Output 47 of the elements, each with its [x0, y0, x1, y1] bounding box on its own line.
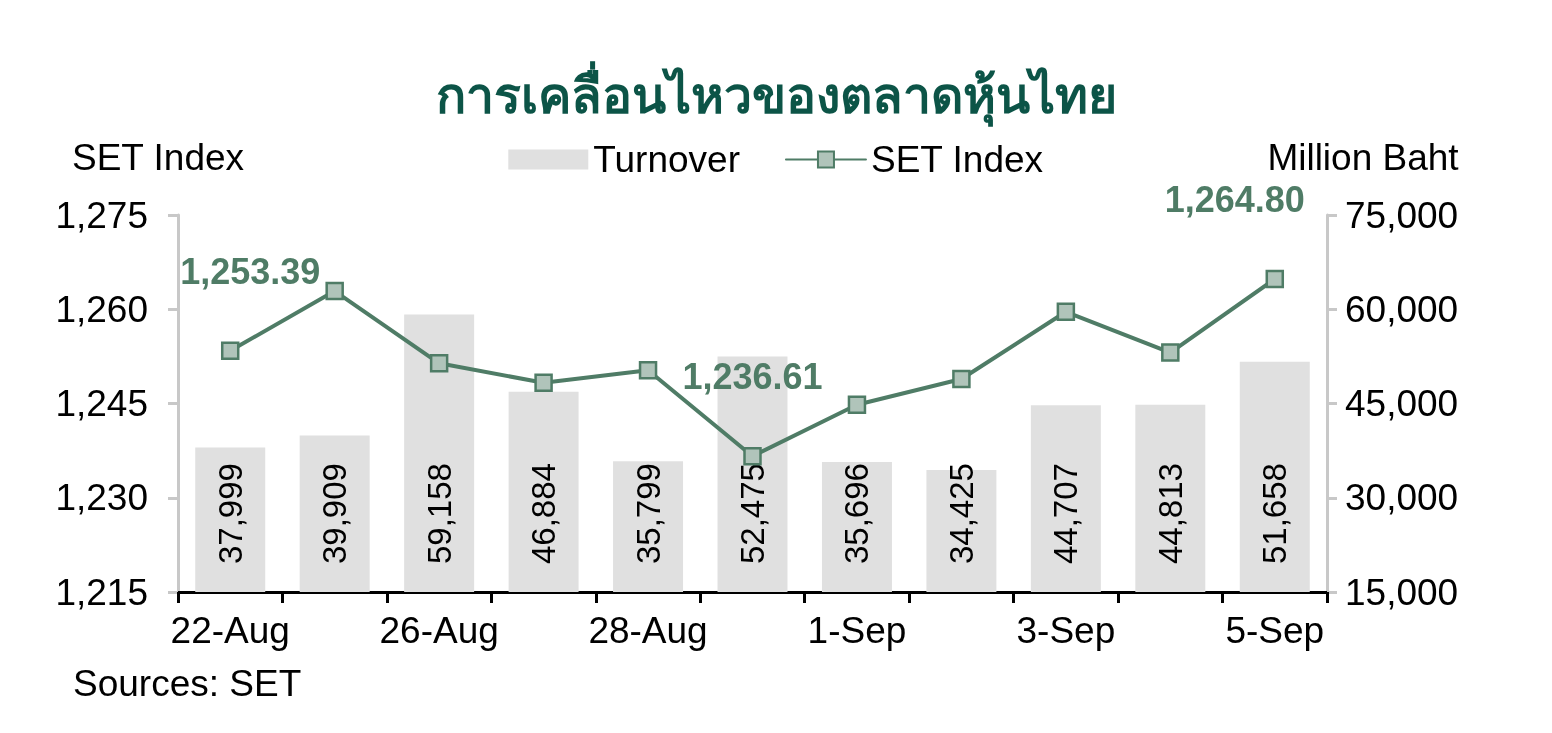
x-tick-label: 1-Sep [807, 610, 907, 651]
y-tick-label: 1,275 [55, 194, 148, 236]
y-tick-label: 1,230 [55, 477, 148, 519]
y-tick-label: 1,260 [55, 288, 148, 330]
data-label: 52,475 [734, 463, 771, 564]
point [429, 354, 449, 373]
data-label: 46,884 [525, 463, 563, 564]
y2-tick-label: 30,000 [1345, 477, 1459, 519]
y2-axis-title: Million Baht [1267, 136, 1460, 178]
data-label: 35,799 [629, 463, 667, 564]
x-tick-label: 22-Aug [170, 610, 290, 651]
y2-tick-label: 60,000 [1345, 288, 1459, 330]
data-label: 1,253.39 [180, 251, 321, 293]
point [1161, 343, 1180, 362]
point [1056, 302, 1076, 322]
source-note: Sources: SET [73, 663, 302, 704]
data-label: 39,909 [316, 463, 354, 564]
point [638, 360, 658, 380]
y-tick-label: 1,215 [55, 571, 148, 613]
y2-tick-label: 15,000 [1345, 571, 1459, 613]
x-tick-label: 5-Sep [1225, 610, 1325, 651]
data-label: 1,264.80 [1164, 179, 1305, 221]
point [952, 369, 971, 389]
point [534, 373, 553, 393]
legend-label: Turnover [593, 139, 740, 180]
data-label: 51,658 [1256, 463, 1294, 564]
data-label: 37,999 [211, 463, 249, 564]
data-label: 44,707 [1047, 463, 1085, 564]
chart-title: การเคลื่อนไหวของตลาดหุ้นไทย [435, 61, 1117, 127]
x-tick-label: 26-Aug [379, 610, 499, 651]
point [1265, 269, 1285, 289]
data-label: 35,696 [838, 463, 876, 564]
data-label: 34,425 [942, 463, 980, 564]
data-label: 1,236.61 [682, 356, 823, 398]
y2-tick-label: 45,000 [1345, 383, 1459, 424]
x-tick-label: 28-Aug [588, 610, 708, 651]
point [325, 281, 344, 301]
data-label: 44,813 [1151, 463, 1189, 564]
x-tick-label: 3-Sep [1016, 610, 1116, 651]
point [847, 395, 867, 415]
y2-tick-label: 75,000 [1345, 194, 1459, 236]
legend-label: SET Index [870, 139, 1044, 180]
point [743, 446, 762, 466]
y-axis-title: SET Index [71, 136, 245, 178]
data-label: 59,158 [420, 463, 458, 564]
y-tick-label: 1,245 [55, 383, 148, 424]
point [220, 341, 240, 361]
